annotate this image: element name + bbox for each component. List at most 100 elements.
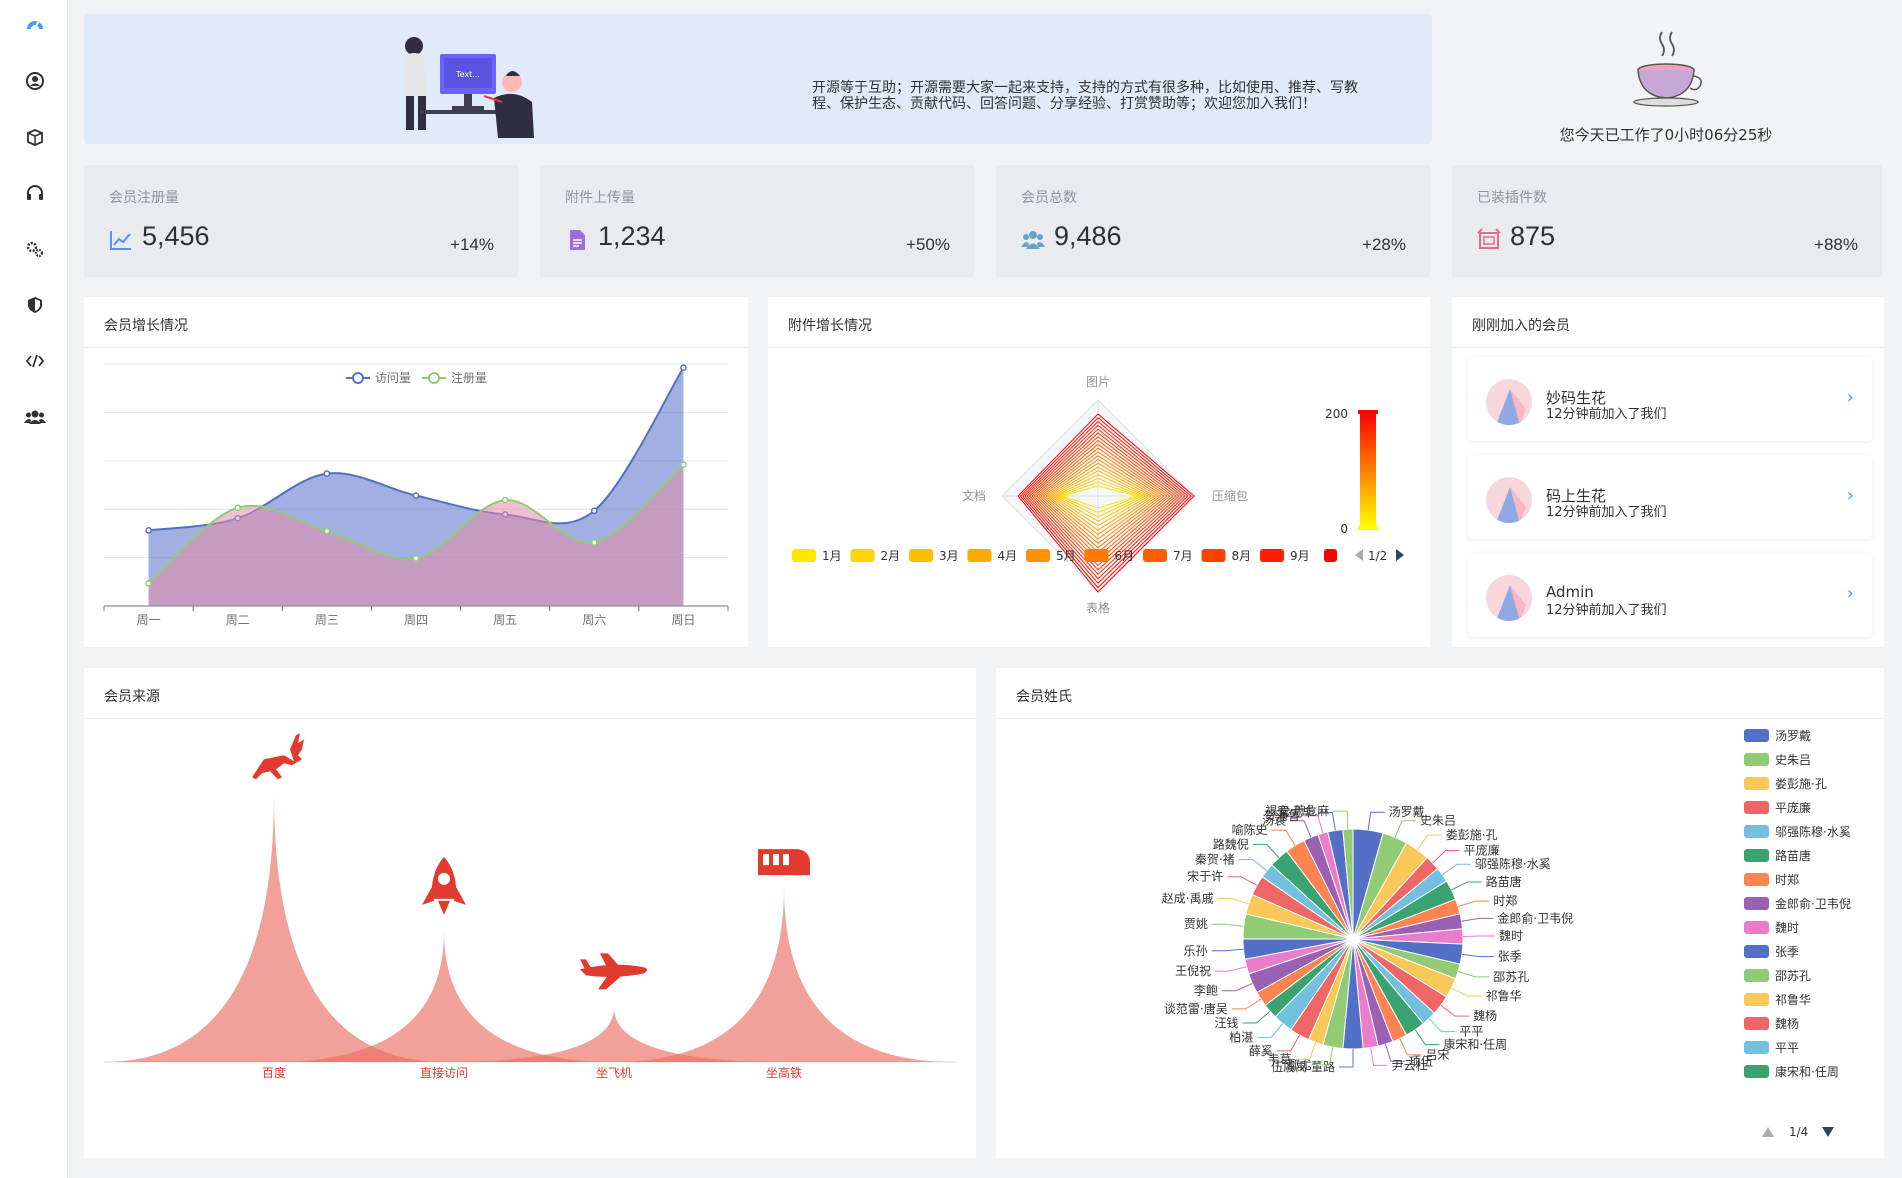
pie-label: 薛奚 [1249, 1044, 1273, 1058]
user-icon[interactable] [22, 68, 48, 94]
pie-label: 康宋和·任周 [1443, 1037, 1507, 1052]
pie-label-line [1370, 1047, 1388, 1066]
pie-label: 邬强陈穆·水奚 [1475, 856, 1551, 871]
card-title: 会员来源 [104, 689, 160, 705]
stat-label: 已装插件数 [1477, 190, 1547, 206]
legend-page: 1/2 [1368, 549, 1387, 563]
radar-indicator-label: 压缩包 [1212, 488, 1248, 503]
member-time: 12分钟前加入了我们 [1546, 603, 1667, 618]
x-tick-label: 周三 [315, 613, 339, 627]
pie-label-line [1231, 998, 1262, 1010]
pie-label-line [1414, 1029, 1440, 1046]
gears-icon[interactable] [22, 236, 48, 262]
member-time: 12分钟前加入了我们 [1546, 505, 1667, 520]
stat-change: +14% [450, 235, 494, 254]
legend-swatch [850, 549, 875, 562]
banner-message: 开源等于互助；开源需要大家一起来支持，支持的方式有很多种，比如使用、推荐、写教 … [812, 80, 1412, 112]
headset-icon[interactable] [22, 180, 48, 206]
pie-label-line [1217, 897, 1249, 905]
radar-indicator-label: 图片 [1086, 375, 1110, 389]
x-tick-label: 周四 [404, 613, 428, 627]
radar-series-line [1051, 470, 1150, 527]
radar-series-line [1021, 420, 1189, 584]
growth-chart: 周一 周二 周三 周四 周五 周六 周日 访问量 注册量 [103, 363, 729, 627]
radar-series-line [1054, 474, 1147, 522]
stat-change: +50% [906, 235, 950, 254]
legend-swatch [1744, 777, 1769, 790]
chevron-right-icon: › [1846, 583, 1854, 604]
divider [1452, 347, 1884, 348]
legend-label: 邵苏孔 [1775, 969, 1811, 983]
legend-swatch [1143, 549, 1167, 562]
legend-label: 5月 [1056, 549, 1076, 563]
work-time-card: 您今天已工作了0小时06分25秒 [1450, 14, 1882, 144]
pie-label: 常尤毕 [1278, 806, 1314, 820]
radar-series-line [1042, 455, 1162, 545]
spike-bar-直接访问 [274, 930, 614, 1062]
radar-series-line [1019, 417, 1192, 589]
member-item[interactable]: 妙码生花 12分钟前加入了我们 › [1468, 357, 1872, 441]
stat-value: 5,456 [142, 221, 210, 251]
banner-message-line1: 开源等于互助；开源需要大家一起来支持，支持的方式有很多种，比如使用、推荐、写教 [812, 80, 1358, 96]
surname-card: 会员姓氏 汤罗戴 史朱吕 娄彭施·孔 平庞廉 邬强陈穆·水奚 路苗唐 时郑 金郎俞·卫韦倪 魏时… [996, 668, 1884, 1158]
pie-label: 魏杨 [1473, 1008, 1497, 1023]
spike-bar-坐高铁 [614, 887, 954, 1062]
pie-label: 韦葛 [1268, 1052, 1292, 1066]
surname-pie-chart: 汤罗戴史朱吕娄彭施·孔平庞廉邬强陈穆·水奚路苗唐时郑金郎俞·卫韦倪魏时张季邵苏孔… [1162, 728, 1851, 1139]
train-windows [763, 854, 789, 866]
pie-label-line [1318, 812, 1336, 831]
legend-swatch [1744, 969, 1769, 982]
shield-icon[interactable] [22, 292, 48, 318]
data-point [501, 496, 509, 504]
legend-swatch [1744, 945, 1769, 958]
growth-card: 会员增长情况 周一 周二 周三 周四 周五 周六 周日 访问量 注册量 [84, 297, 748, 647]
series-area-注册量 [148, 464, 684, 606]
radar-series-line [1060, 485, 1139, 509]
x-tick-label: 直接访问 [420, 1065, 468, 1080]
data-point [412, 555, 420, 562]
x-tick-label: 周日 [671, 613, 695, 627]
legend-swatch [792, 549, 816, 562]
data-point [412, 492, 420, 499]
legend-swatch [1026, 549, 1050, 562]
visual-map-handle [1358, 526, 1378, 530]
legend-label: 平庞廉 [1775, 800, 1811, 815]
legend-swatch [1744, 825, 1769, 838]
legend-label: 2月 [881, 549, 901, 563]
radar-indicator-label: 表格 [1086, 600, 1110, 615]
member-item[interactable]: 码上生花 12分钟前加入了我们 › [1468, 455, 1872, 539]
box-icon[interactable] [22, 124, 48, 150]
legend-label: 9月 [1290, 549, 1310, 563]
dashboard-icon[interactable] [22, 12, 48, 38]
pie-label-line [1227, 876, 1258, 886]
welcome-banner: Text... 开源等于互助；开源需要大家一起来支持，支持的方式有很多种，比如使… [84, 14, 1432, 144]
pie-label-line [1451, 987, 1482, 997]
code-icon[interactable] [22, 348, 48, 374]
stat-label: 会员注册量 [109, 190, 179, 206]
radar-series-line [1017, 413, 1195, 593]
users-icon[interactable] [22, 404, 48, 430]
member-item[interactable]: Admin 12分钟前加入了我们 › [1468, 553, 1872, 637]
pie-label-line [1399, 1038, 1422, 1056]
legend-swatch [1744, 849, 1769, 862]
pie-label-line [1416, 834, 1442, 851]
legend-label: 娄彭施·孔 [1775, 776, 1827, 791]
legend-swatch [1744, 993, 1769, 1006]
legend-marker [352, 372, 364, 384]
legend-swatch [1744, 1065, 1769, 1078]
pie-label: 祁鲁华 [1486, 988, 1522, 1003]
pie-label: 赵成·禹戚 [1162, 891, 1214, 905]
pie-label-line [1276, 1034, 1300, 1052]
divider [768, 347, 1430, 348]
legend-label: 访问量 [375, 371, 411, 385]
pie-label: 王倪祝 [1175, 964, 1211, 978]
legend-label: 3月 [939, 549, 959, 563]
pie-label: 汤罗戴 [1389, 804, 1425, 819]
stat-change: +88% [1814, 235, 1858, 254]
visual-map-max: 200 [1325, 407, 1348, 421]
pie-label: 伍戚禹·董路 [1271, 1059, 1335, 1074]
pie-label-line [1440, 1004, 1470, 1017]
legend-next-icon [1396, 549, 1404, 561]
data-point [590, 539, 598, 546]
legend-label: 1月 [822, 549, 842, 563]
